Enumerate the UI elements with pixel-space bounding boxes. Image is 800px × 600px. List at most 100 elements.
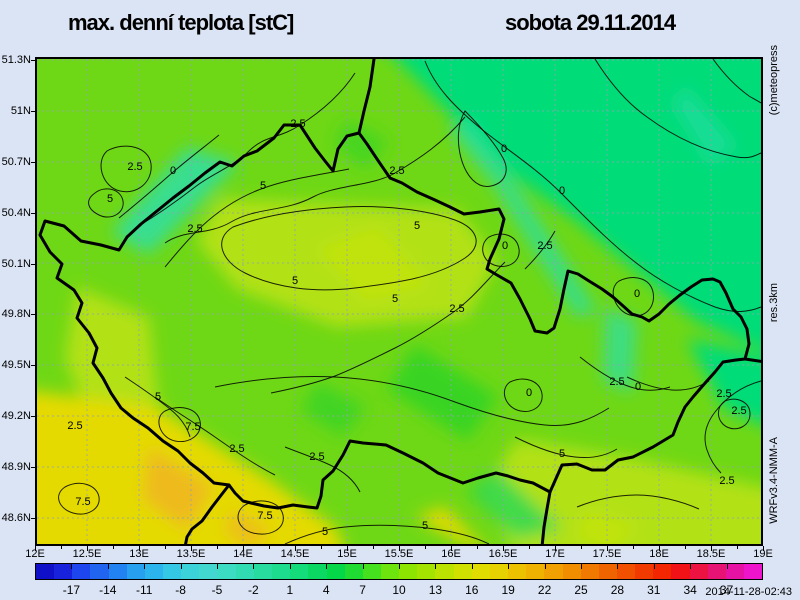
contour-label: 5 — [322, 526, 328, 538]
contour-label: 7.5 — [257, 510, 272, 522]
colorbar-tick-label: -17 — [62, 583, 81, 597]
colorbar-tick — [690, 564, 692, 569]
lat-label: 51.3N — [1, 54, 31, 66]
colorbar-cell — [489, 564, 509, 579]
lon-label: 13E — [129, 548, 149, 560]
contour-label: 2.5 — [229, 443, 244, 455]
colorbar-tick-label: 22 — [537, 583, 552, 597]
lon-minor-tick — [737, 546, 738, 549]
colorbar-tick-label: 31 — [647, 583, 661, 597]
lon-tick — [87, 546, 88, 551]
lat-tick — [31, 212, 35, 214]
colorbar-tick — [71, 564, 73, 569]
contour-label: 2.5 — [309, 451, 324, 463]
lon-tick — [243, 546, 244, 551]
colorbar-tick — [581, 564, 582, 569]
contour-label: 5 — [155, 391, 161, 403]
contour-label: 5 — [292, 275, 298, 287]
contour-label: 5 — [559, 448, 565, 460]
contour-label: 2.5 — [731, 405, 746, 417]
hot-spot-sw — [143, 447, 213, 531]
colorbar-cell — [217, 564, 236, 579]
colorbar-tick — [617, 564, 619, 569]
lon-minor-tick — [113, 546, 114, 549]
colorbar-cell — [653, 564, 672, 579]
map-date: sobota 29.11.2014 — [505, 10, 676, 35]
lon-minor-tick — [425, 546, 426, 549]
colorbar-tick — [544, 564, 546, 569]
map-title: max. denní teplota [stC] — [68, 10, 294, 35]
colorbar-tick-label: -5 — [211, 583, 223, 597]
lon-minor-tick — [633, 546, 634, 549]
contour-label: 7.5 — [75, 496, 90, 508]
colorbar-cell — [326, 564, 345, 579]
colorbar-cell — [435, 564, 454, 579]
colorbar-cell — [453, 564, 472, 579]
lon-label: 14.5E — [280, 548, 310, 560]
contour-label: 2.5 — [127, 161, 142, 173]
contour-label: 5 — [392, 293, 398, 305]
colorbar-cell — [707, 564, 726, 579]
contour-label: 0 — [502, 240, 508, 252]
lon-tick — [763, 546, 764, 551]
contour-label: 2.5 — [537, 240, 552, 252]
lat-label: 49.2N — [1, 410, 31, 423]
colorbar-cell — [671, 564, 690, 579]
lon-tick — [35, 546, 36, 551]
colorbar-tick-label: 7 — [359, 583, 366, 597]
lat-label: 50.4N — [1, 206, 31, 219]
lat-tick — [31, 365, 35, 367]
lon-label: 17E — [545, 548, 565, 560]
contour-label: 2.5 — [187, 223, 202, 235]
colorbar-cell — [108, 564, 127, 579]
colorbar-cell — [163, 564, 182, 579]
colorbar-cell — [399, 564, 418, 579]
contour-label: 2.5 — [290, 118, 305, 130]
lon-minor-tick — [685, 546, 686, 549]
colorbar-cell — [744, 564, 763, 579]
colorbar-tick — [180, 564, 182, 569]
lat-tick — [31, 416, 35, 418]
lon-minor-tick — [373, 546, 374, 549]
lat-tick — [31, 314, 35, 316]
colorbar-tick — [362, 564, 364, 569]
lat-label: 50.7N — [1, 155, 31, 168]
colorbar-tick-label: 37 — [719, 583, 734, 597]
contour-label: 5 — [260, 180, 266, 192]
lon-tick — [659, 546, 660, 551]
colorbar-tick — [144, 564, 146, 569]
credit-model: WRFv3.4-NMM-A — [768, 437, 780, 524]
contour-label: 0 — [635, 381, 641, 393]
colorbar-cell — [526, 564, 545, 579]
colorbar-cell — [36, 564, 55, 579]
colorbar-tick-label: -8 — [175, 583, 186, 597]
colorbar-cell — [290, 564, 309, 579]
lon-label: 13.5E — [176, 548, 206, 560]
border-de-pl — [357, 59, 376, 135]
colorbar-tick — [471, 564, 473, 569]
lat-tick — [31, 467, 35, 469]
lon-label: 14E — [233, 548, 253, 560]
country-borders — [38, 59, 761, 544]
lon-tick — [347, 546, 348, 551]
colorbar-tick-label: 10 — [392, 583, 406, 597]
run-timestamp: 2014-11-28-02:43 — [705, 586, 792, 598]
contour-label: 2.5 — [449, 303, 464, 315]
colorbar-cell — [417, 564, 436, 579]
graticule — [37, 59, 761, 544]
lon-minor-tick — [165, 546, 166, 549]
colorbar-cell — [181, 564, 200, 579]
lon-minor-tick — [477, 546, 478, 549]
lat-tick — [31, 263, 35, 265]
contour-label: 0 — [559, 185, 565, 197]
lat-label: 49.8N — [1, 308, 31, 321]
lon-label: 12E — [25, 548, 45, 560]
cold-ridge-nw — [111, 147, 239, 255]
lon-label: 18.5E — [696, 548, 726, 560]
colorbar-cell — [199, 564, 218, 579]
colorbar-tick-label: -14 — [99, 583, 117, 597]
colorbar-tick-label: 13 — [428, 583, 443, 597]
colorbar-tick-label: 16 — [465, 583, 479, 597]
lon-label: 19E — [753, 548, 773, 560]
